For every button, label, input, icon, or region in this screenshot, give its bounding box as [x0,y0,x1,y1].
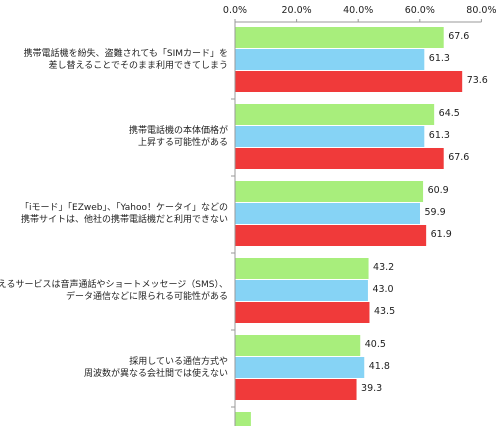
bar-series-2 [235,49,425,70]
value-label: 67.6 [448,31,470,42]
bar-series-1 [235,104,435,125]
category-label: 使えるサービスは音声通話やショートメッセージ（SMS）、 データ通信などに限られ… [0,280,228,302]
bar-series-1 [235,27,444,48]
bar-series-2 [235,203,420,224]
bar-series-1 [235,181,424,202]
value-label: 73.6 [466,75,488,86]
value-label: 59.9 [424,207,446,218]
category-label: 「iモード」「EZweb」、「Yahoo！ケータイ」などの 携帯サイトは、他社の… [20,203,228,225]
value-label: 43.2 [373,262,395,273]
value-label: 39.3 [361,383,383,394]
x-tick-label: 60.0% [404,5,435,16]
bar-series-3 [235,148,444,169]
category-label: 携帯電話機を紛失、盗難されても「SIMカード」を 差し替えることでそのまま利用で… [23,49,228,71]
value-label: 64.5 [438,108,460,119]
category-label: 採用している通信方式や 周波数が異なる会社間では使えない [83,357,228,379]
bar-series-3 [235,379,357,400]
x-tick-label: 40.0% [343,5,374,16]
value-label: 40.5 [364,339,386,350]
x-tick-label: 0.0% [222,5,248,16]
category-label: 携帯電話機の本体価格が 上昇する可能性がある [128,126,228,148]
bar-series-3 [235,225,427,246]
bar-series-1 [235,412,251,426]
value-label: 43.5 [373,306,396,317]
value-label: 61.3 [428,53,450,64]
bar-series-3 [235,71,463,92]
value-label: 61.9 [430,229,452,240]
bar-series-2 [235,280,368,301]
value-label: 67.6 [448,152,470,163]
value-label: 60.9 [427,185,449,196]
bar-series-3 [235,302,370,323]
value-label: 43.0 [372,284,394,295]
value-label: 41.8 [368,361,390,372]
bar-series-1 [235,258,369,279]
x-tick-label: 80.0% [466,5,497,16]
bar-series-2 [235,357,365,378]
value-label: 61.3 [428,130,450,141]
bar-series-2 [235,126,425,147]
x-tick-label: 20.0% [281,5,312,16]
bar-series-1 [235,335,361,356]
